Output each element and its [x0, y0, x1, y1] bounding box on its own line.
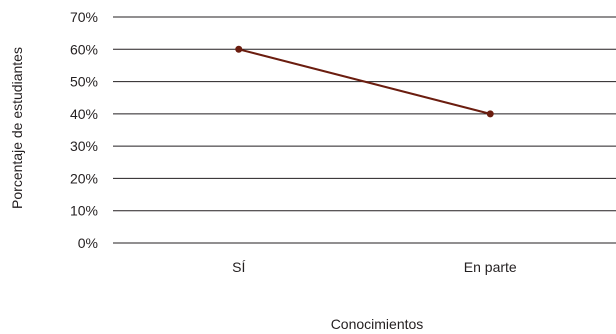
x-axis-label: Conocimientos — [331, 316, 424, 332]
y-tick-label: 40% — [70, 106, 98, 122]
y-tick-label: 0% — [78, 235, 98, 251]
y-tick-label: 20% — [70, 170, 98, 186]
y-tick-labels: 0% 10% 20% 30% 40% 50% 60% 70% — [70, 9, 98, 251]
series-line — [238, 48, 491, 115]
y-tick-label: 30% — [70, 138, 98, 154]
y-axis-label: Porcentaje de estudiantes — [9, 47, 25, 209]
x-tick-label: SÍ — [232, 259, 245, 275]
data-point — [235, 45, 243, 53]
series-group — [235, 45, 494, 118]
y-tick-label: 60% — [70, 41, 98, 57]
y-tick-label: 70% — [70, 9, 98, 25]
x-tick-labels: SÍ En parte — [232, 259, 517, 275]
data-point — [486, 110, 494, 118]
gridlines — [113, 16, 616, 244]
x-tick-label: En parte — [464, 259, 517, 275]
y-tick-label: 10% — [70, 203, 98, 219]
y-tick-label: 50% — [70, 74, 98, 90]
